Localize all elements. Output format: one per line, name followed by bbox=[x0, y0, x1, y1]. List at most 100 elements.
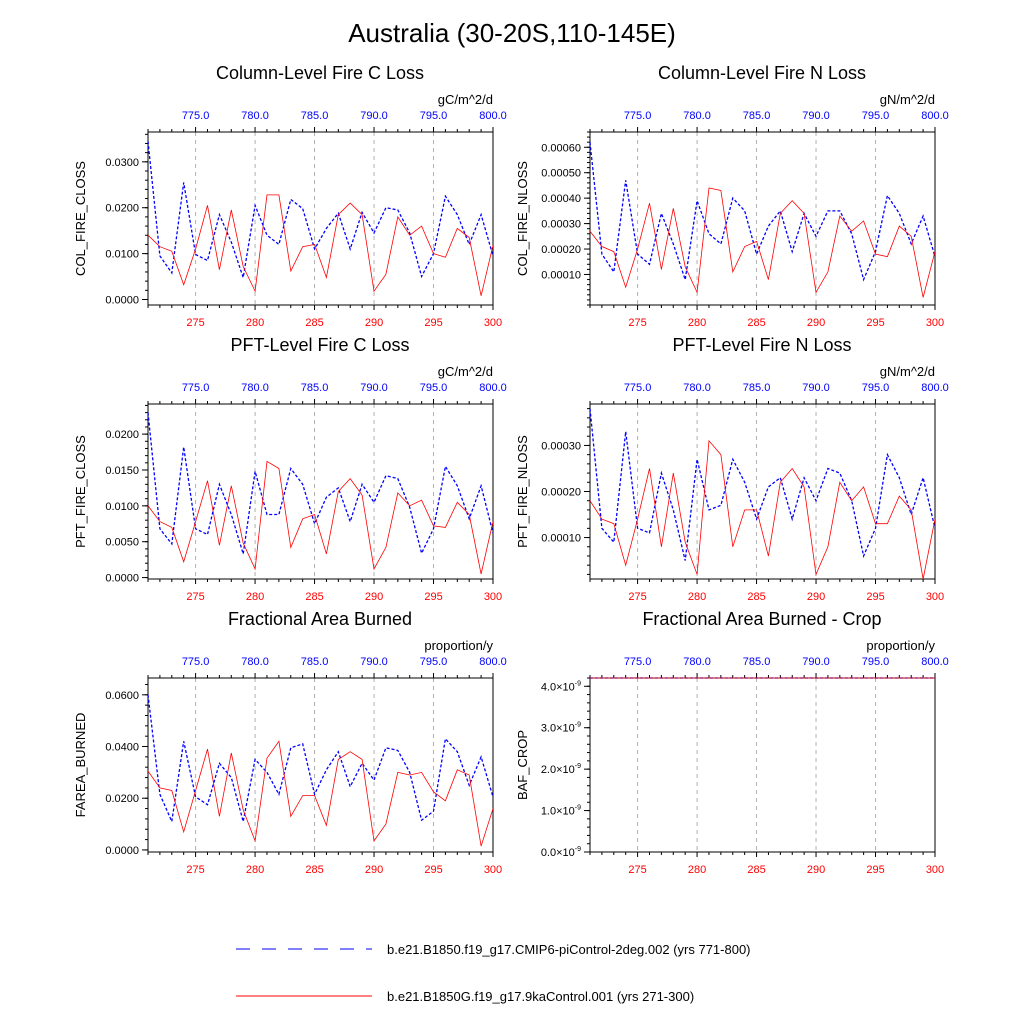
plot-frame bbox=[147, 403, 494, 580]
chart-panel-3: PFT-Level Fire C Loss gC/m^2/d 275 280 285 29… bbox=[73, 335, 507, 603]
x-top-tick-label: 795.0 bbox=[420, 656, 448, 668]
x-bottom-tick-label: 300 bbox=[926, 591, 944, 603]
series-line-9kaControl bbox=[148, 460, 493, 575]
chart-panel-4: PFT-Level Fire N Loss gN/m^2/d 275 280 285 29… bbox=[515, 335, 949, 603]
series-line-9kaControl bbox=[148, 194, 493, 296]
x-top-tick-label: 790.0 bbox=[360, 656, 388, 668]
x-bottom-tick-label: 290 bbox=[807, 317, 825, 329]
y-tick-exponent: -9 bbox=[575, 680, 581, 687]
x-bottom-tick-label: 280 bbox=[246, 317, 264, 329]
x-top-tick-label: 780.0 bbox=[683, 656, 711, 668]
y-tick-label: 0.0200 bbox=[105, 203, 139, 215]
x-bottom-tick-label: 295 bbox=[866, 591, 884, 603]
y-tick-label: 0.0050 bbox=[105, 537, 139, 549]
x-top-tick-label: 800.0 bbox=[479, 382, 507, 394]
x-bottom-tick-label: 280 bbox=[246, 864, 264, 876]
x-top-tick-label: 800.0 bbox=[921, 110, 949, 122]
x-bottom-tick-label: 285 bbox=[305, 591, 323, 603]
y-tick-label: 0.0400 bbox=[105, 742, 139, 754]
series-line-9kaControl bbox=[590, 439, 935, 580]
y-tick-label: 0.00030 bbox=[541, 219, 581, 231]
x-top-tick-label: 780.0 bbox=[241, 382, 269, 394]
y-tick-label: 0.00010 bbox=[541, 533, 581, 545]
chart-panel-5: Fractional Area Burned proportion/y 275 280… bbox=[73, 609, 507, 876]
x-top-tick-label: 790.0 bbox=[802, 382, 830, 394]
y-tick-label: 2.0×10-9 bbox=[541, 763, 581, 776]
x-bottom-tick-label: 285 bbox=[305, 317, 323, 329]
series-line-piControl bbox=[590, 408, 935, 561]
x-top-tick-label: 800.0 bbox=[479, 656, 507, 668]
plot-frame bbox=[147, 131, 494, 306]
units-label: gN/m^2/d bbox=[880, 92, 935, 107]
x-bottom-tick-label: 275 bbox=[628, 864, 646, 876]
x-top-tick-label: 800.0 bbox=[921, 656, 949, 668]
x-top-tick-label: 790.0 bbox=[802, 110, 830, 122]
y-tick-exponent: -9 bbox=[575, 763, 581, 770]
y-tick-label: 0.00030 bbox=[541, 440, 581, 452]
x-top-tick-label: 785.0 bbox=[743, 382, 771, 394]
y-axis-label: FAREA_BURNED bbox=[73, 713, 88, 818]
x-top-tick-label: 795.0 bbox=[862, 656, 890, 668]
y-axis-label: COL_FIRE_NLOSS bbox=[515, 161, 530, 276]
x-bottom-tick-label: 295 bbox=[424, 317, 442, 329]
x-bottom-tick-label: 280 bbox=[688, 591, 706, 603]
plot-frame bbox=[589, 403, 936, 580]
x-bottom-tick-label: 275 bbox=[186, 591, 204, 603]
panel-title: PFT-Level Fire N Loss bbox=[672, 335, 851, 355]
x-top-tick-label: 795.0 bbox=[420, 110, 448, 122]
y-tick-label: 3.0×10-9 bbox=[541, 722, 581, 735]
x-top-tick-label: 775.0 bbox=[182, 656, 210, 668]
x-bottom-tick-label: 275 bbox=[186, 317, 204, 329]
x-bottom-tick-label: 295 bbox=[424, 864, 442, 876]
y-tick-label: 0.00020 bbox=[541, 244, 581, 256]
x-top-tick-label: 790.0 bbox=[360, 382, 388, 394]
x-bottom-tick-label: 290 bbox=[365, 864, 383, 876]
x-bottom-tick-label: 285 bbox=[747, 864, 765, 876]
y-tick-label: 0.0100 bbox=[105, 501, 139, 513]
y-tick-label: 0.0150 bbox=[105, 465, 139, 477]
x-top-tick-label: 800.0 bbox=[921, 382, 949, 394]
x-bottom-tick-label: 280 bbox=[688, 317, 706, 329]
x-bottom-tick-label: 285 bbox=[305, 864, 323, 876]
series-line-piControl bbox=[148, 694, 493, 824]
y-tick-exponent: -9 bbox=[575, 846, 581, 853]
x-top-tick-label: 780.0 bbox=[241, 110, 269, 122]
y-tick-exponent: -9 bbox=[575, 805, 581, 812]
legend-label-1: b.e21.B1850.f19_g17.CMIP6-piControl-2deg… bbox=[387, 942, 751, 957]
y-tick-label: 0.0200 bbox=[105, 793, 139, 805]
x-bottom-tick-label: 290 bbox=[365, 591, 383, 603]
x-bottom-tick-label: 300 bbox=[926, 317, 944, 329]
y-tick-label: 0.0000 bbox=[105, 845, 139, 857]
y-tick-label: 4.0×10-9 bbox=[541, 680, 581, 693]
series-line-9kaControl bbox=[590, 187, 935, 298]
series-line-9kaControl bbox=[148, 740, 493, 847]
y-tick-label: 1.0×10-9 bbox=[541, 805, 581, 818]
units-label: gC/m^2/d bbox=[438, 92, 493, 107]
x-top-tick-label: 795.0 bbox=[420, 382, 448, 394]
x-bottom-tick-label: 290 bbox=[365, 317, 383, 329]
x-top-tick-label: 785.0 bbox=[743, 656, 771, 668]
x-bottom-tick-label: 280 bbox=[688, 864, 706, 876]
x-top-tick-label: 790.0 bbox=[360, 110, 388, 122]
panel-title: Fractional Area Burned bbox=[228, 609, 412, 629]
series-line-piControl bbox=[148, 412, 493, 556]
x-bottom-tick-label: 300 bbox=[484, 864, 502, 876]
chart-panel-1: Column-Level Fire C Loss gC/m^2/d 275 280 28… bbox=[73, 63, 507, 329]
x-top-tick-label: 785.0 bbox=[301, 110, 329, 122]
y-tick-label: 0.00010 bbox=[541, 269, 581, 281]
panel-title: Column-Level Fire N Loss bbox=[658, 63, 866, 83]
y-tick-label: 0.0×10-9 bbox=[541, 846, 581, 859]
x-bottom-tick-label: 275 bbox=[628, 591, 646, 603]
x-top-tick-label: 780.0 bbox=[241, 656, 269, 668]
legend-label-2: b.e21.B1850G.f19_g17.9kaControl.001 (yrs… bbox=[387, 989, 694, 1004]
y-tick-exponent: -9 bbox=[575, 722, 581, 729]
y-tick-label: 0.0300 bbox=[105, 157, 139, 169]
x-top-tick-label: 775.0 bbox=[624, 382, 652, 394]
x-bottom-tick-label: 285 bbox=[747, 317, 765, 329]
y-tick-label: 0.0600 bbox=[105, 690, 139, 702]
series-line-piControl bbox=[148, 141, 493, 279]
units-label: gC/m^2/d bbox=[438, 364, 493, 379]
y-tick-label: 0.00050 bbox=[541, 168, 581, 180]
panel-title: Fractional Area Burned - Crop bbox=[642, 609, 881, 629]
